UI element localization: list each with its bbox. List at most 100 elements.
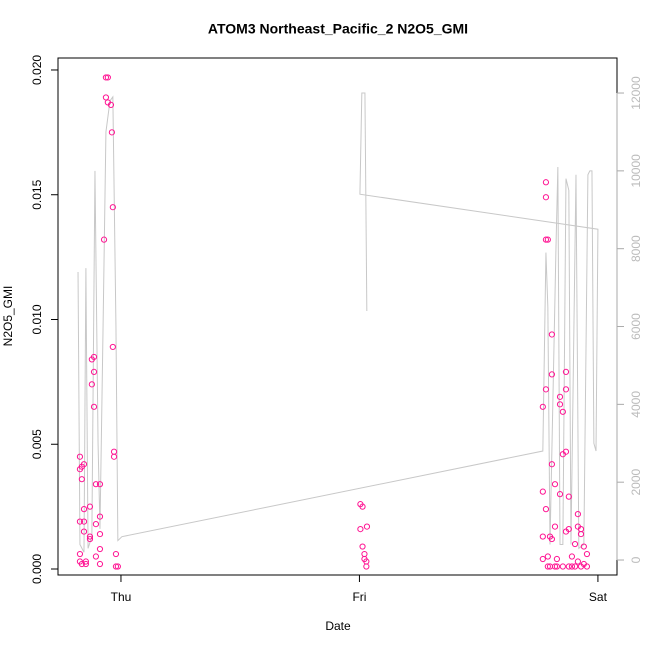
point [104,74,111,81]
point [556,401,564,408]
point [86,503,94,510]
point [112,550,120,558]
point [109,343,116,351]
point [112,563,120,570]
point [90,368,98,375]
x-tick-label: Fri [352,590,366,604]
point [539,403,546,410]
point [548,535,555,543]
point [363,523,371,530]
y2-tick-label: 6000 [629,313,643,340]
y-tick-label: 0.005 [30,429,44,459]
point [96,481,104,488]
point [92,553,100,560]
point [92,520,100,528]
point [86,535,94,543]
point [551,481,559,488]
point [559,408,566,415]
altitude-line [77,92,599,553]
point [565,563,572,570]
point [82,560,90,568]
point [80,528,88,535]
point [102,74,110,81]
point [542,236,550,243]
point [571,540,579,548]
point [80,518,88,525]
y2-tick-label: 4000 [629,391,643,418]
point [574,558,581,565]
y-tick-label: 0.020 [30,55,44,85]
y2-tick-label: 0 [629,556,643,563]
point [568,563,576,570]
point [548,461,555,468]
point [76,550,84,558]
point [90,403,98,410]
point [542,194,550,201]
y2-tick-label: 10000 [629,154,643,188]
point [556,393,564,400]
point [114,563,121,570]
point [96,513,104,520]
point [542,179,550,186]
point [82,558,90,565]
point [551,563,559,570]
y-axis-label: N2O5_GMI [1,286,15,347]
point [76,453,84,460]
point [78,476,85,483]
point [76,518,84,525]
point [548,371,555,378]
point [559,563,566,570]
point [580,543,587,550]
point [90,353,98,361]
point [544,563,551,570]
point [108,129,115,136]
point [548,331,555,338]
y2-tick-label: 12000 [629,76,643,110]
point [565,525,572,533]
point [551,523,559,530]
point [80,506,88,513]
point [110,453,118,460]
y-tick-label: 0.010 [30,304,44,334]
y-tick-label: 0.015 [30,179,44,209]
point [562,368,570,375]
point [80,461,88,468]
point [562,448,570,455]
point [96,545,104,553]
point [553,563,561,570]
point [539,533,546,540]
point [109,204,116,211]
point [556,491,564,498]
point [359,503,366,510]
x-tick-label: Sat [589,590,608,604]
point [359,543,366,550]
point [88,381,95,388]
chart-title: ATOM3 Northeast_Pacific_2 N2O5_GMI [208,21,468,37]
point [568,553,576,560]
point [86,533,94,540]
point [92,481,100,488]
point [107,101,115,109]
x-axis-label: Date [325,619,351,633]
point [583,563,591,570]
x-tick-label: Thu [111,590,132,604]
point [542,386,550,393]
point [565,493,572,500]
point [363,563,370,570]
y2-tick-label: 8000 [629,235,643,262]
point [553,555,561,563]
y-tick-label: 0.000 [30,554,44,584]
point [357,525,364,533]
point [583,550,591,558]
y2-tick-label: 2000 [629,469,643,496]
point [542,506,550,513]
point [574,511,581,518]
point [539,488,546,495]
point [100,236,108,243]
point [544,236,551,243]
point [544,553,551,560]
point [562,386,570,393]
